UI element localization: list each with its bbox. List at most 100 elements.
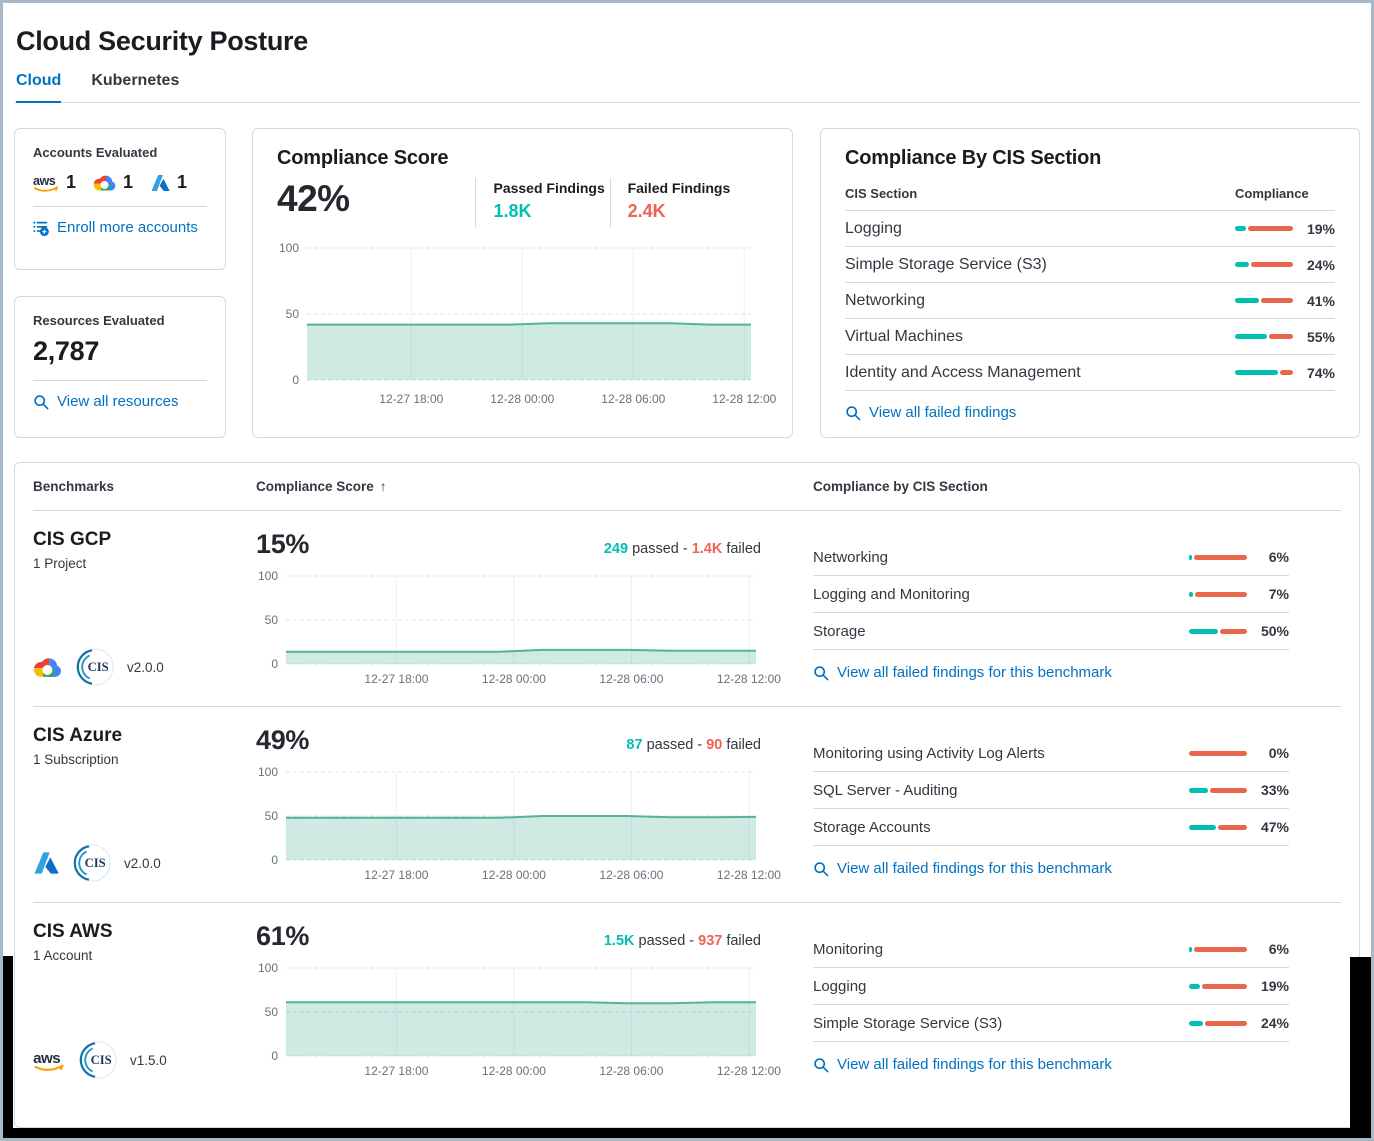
benchmark-trend-chart: 12-27 18:00 12-28 00:00 12-28 06:00 12-28 1…	[258, 961, 781, 1078]
svg-text:100: 100	[258, 961, 278, 975]
cis-table-header: CIS Section Compliance	[845, 186, 1335, 211]
tab-cloud[interactable]: Cloud	[16, 72, 62, 103]
view-all-resources-link[interactable]: View all resources	[33, 393, 178, 410]
cis-section-title: Compliance By CIS Section	[845, 147, 1102, 169]
col-cis-section: CIS Section	[845, 186, 918, 201]
compliance-bar	[1189, 750, 1247, 756]
svg-text:100: 100	[258, 569, 278, 583]
search-icon	[814, 665, 829, 680]
cis-logo-icon	[79, 1041, 117, 1079]
view-failed-findings-benchmark-link[interactable]: View all failed findings for this benchm…	[813, 1056, 1112, 1073]
resources-evaluated-title: Resources Evaluated	[33, 313, 165, 328]
svg-text:12-28 12:00: 12-28 12:00	[712, 392, 776, 406]
enroll-more-accounts-link[interactable]: Enroll more accounts	[33, 219, 198, 236]
resources-evaluated-card: Resources Evaluated 2,787 View all resou…	[14, 296, 226, 438]
passed-failed-summary: 87 passed - 90 failed	[626, 737, 761, 753]
accounts-evaluated-title: Accounts Evaluated	[33, 145, 158, 160]
svg-text:12-27 18:00: 12-27 18:00	[364, 1064, 428, 1078]
col-compliance: Compliance	[1235, 186, 1309, 201]
passed-failed-summary: 1.5K passed - 937 failed	[603, 933, 761, 949]
passed-findings-stat: Passed Findings 1.8K	[475, 178, 609, 228]
svg-text:0: 0	[271, 1049, 278, 1063]
cis-section-row: Networking 41%	[845, 283, 1335, 319]
compliance-bar	[1189, 946, 1247, 952]
view-failed-findings-benchmark-link[interactable]: View all failed findings for this benchm…	[813, 664, 1112, 681]
svg-text:12-28 00:00: 12-28 00:00	[490, 392, 554, 406]
compliance-bar	[1235, 334, 1293, 339]
benchmark-subtitle: 1 Project	[33, 556, 87, 571]
svg-text:12-28 00:00: 12-28 00:00	[482, 1064, 546, 1078]
col-compliance-score-sort[interactable]: Compliance Score ↑	[256, 479, 387, 494]
benchmark-cis-row: Logging and Monitoring 7%	[813, 576, 1289, 613]
benchmark-cis-row: Storage 50%	[813, 613, 1289, 650]
search-icon	[814, 861, 829, 876]
compliance-bar	[1189, 628, 1247, 634]
gcp-count: 1	[123, 172, 134, 192]
azure-icon	[34, 852, 59, 874]
svg-text:12-27 18:00: 12-27 18:00	[364, 672, 428, 686]
svg-text:12-27 18:00: 12-27 18:00	[364, 868, 428, 882]
compliance-score-card: Compliance Score 42% Passed Findings 1.8…	[252, 128, 793, 438]
benchmark-cis-row: Networking 6%	[813, 539, 1289, 576]
svg-text:12-28 12:00: 12-28 12:00	[717, 672, 781, 686]
svg-text:100: 100	[258, 765, 278, 779]
gcp-icon	[33, 655, 63, 680]
cis-logo-icon	[76, 648, 114, 686]
screen-letterbox-bottom	[0, 1128, 1374, 1141]
benchmark-name: CIS GCP	[33, 529, 112, 550]
col-compliance-by-cis-section: Compliance by CIS Section	[813, 479, 988, 494]
page-title: Cloud Security Posture	[16, 26, 308, 57]
gcp-account-count: 1	[93, 172, 133, 193]
search-icon	[846, 405, 861, 420]
benchmarks-table-header: Benchmarks Compliance Score ↑ Compliance …	[33, 463, 1341, 511]
svg-text:12-28 06:00: 12-28 06:00	[599, 1064, 663, 1078]
svg-text:12-28 06:00: 12-28 06:00	[601, 392, 665, 406]
passed-failed-summary: 249 passed - 1.4K failed	[603, 541, 761, 557]
view-failed-findings-benchmark-link[interactable]: View all failed findings for this benchm…	[813, 860, 1112, 877]
compliance-bar	[1235, 262, 1293, 267]
svg-text:12-28 00:00: 12-28 00:00	[482, 868, 546, 882]
compliance-bar	[1189, 787, 1247, 793]
compliance-bar	[1189, 591, 1247, 597]
screen-letterbox-right	[1350, 957, 1374, 1141]
passed-findings-value[interactable]: 1.8K	[493, 201, 532, 221]
benchmark-row-cis-aws: CIS AWS 1 Account v1.5.0 61% 1.5K passed…	[33, 903, 1341, 1099]
svg-text:0: 0	[271, 853, 278, 867]
svg-text:100: 100	[279, 241, 299, 255]
benchmark-subtitle: 1 Subscription	[33, 752, 119, 767]
compliance-bar	[1189, 1020, 1247, 1026]
compliance-bar	[1235, 370, 1293, 375]
search-icon	[814, 1057, 829, 1072]
view-all-failed-findings-link[interactable]: View all failed findings	[845, 404, 1016, 421]
svg-text:12-28 12:00: 12-28 12:00	[717, 868, 781, 882]
resources-count: 2,787	[33, 336, 100, 366]
svg-text:12-28 00:00: 12-28 00:00	[482, 672, 546, 686]
enroll-accounts-icon	[33, 221, 49, 236]
tab-bar: Cloud Kubernetes	[16, 72, 179, 103]
aws-count: 1	[66, 172, 77, 192]
compliance-bar	[1189, 983, 1247, 989]
benchmark-cis-row: Monitoring using Activity Log Alerts 0%	[813, 735, 1289, 772]
compliance-bar	[1235, 226, 1293, 231]
tab-kubernetes[interactable]: Kubernetes	[91, 72, 180, 89]
benchmark-cis-row: Logging 19%	[813, 968, 1289, 1005]
benchmark-trend-chart: 12-27 18:00 12-28 00:00 12-28 06:00 12-28 1…	[258, 569, 781, 686]
compliance-score-value: 42%	[277, 178, 350, 219]
failed-findings-value[interactable]: 2.4K	[627, 201, 666, 221]
benchmark-cis-row: Monitoring 6%	[813, 931, 1289, 968]
benchmark-name: CIS Azure	[33, 725, 123, 746]
svg-text:12-27 18:00: 12-27 18:00	[379, 392, 443, 406]
benchmark-version: v2.0.0	[124, 855, 161, 871]
compliance-bar	[1189, 554, 1247, 560]
compliance-bar	[1189, 824, 1247, 830]
cis-logo-icon	[73, 844, 111, 882]
cis-section-row: Simple Storage Service (S3) 24%	[845, 247, 1335, 283]
card-divider	[33, 206, 207, 207]
compliance-by-cis-section-card: Compliance By CIS Section CIS Section Co…	[820, 128, 1360, 438]
svg-text:12-28 06:00: 12-28 06:00	[599, 672, 663, 686]
sort-ascending-icon: ↑	[379, 479, 387, 494]
benchmarks-table: Benchmarks Compliance Score ↑ Compliance …	[14, 462, 1360, 1128]
failed-findings-stat: Failed Findings 2.4K	[609, 178, 768, 228]
benchmark-score: 15%	[256, 529, 310, 559]
card-divider	[33, 380, 207, 381]
